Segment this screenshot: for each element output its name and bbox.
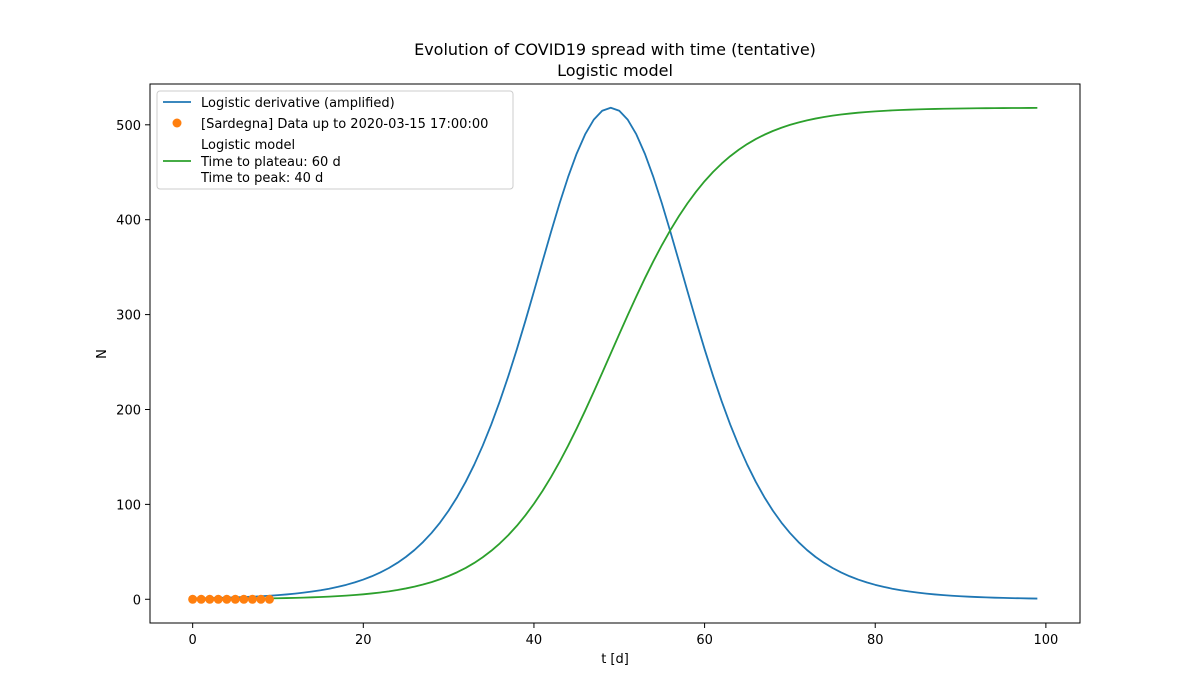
x-tick-label: 40: [526, 633, 543, 648]
x-axis: 0 20 40 60 80 100: [189, 623, 1058, 648]
data-point: [256, 594, 266, 604]
x-tick-label: 100: [1033, 633, 1058, 648]
series-line-logistic: [192, 107, 1038, 600]
legend-box: [156, 90, 514, 190]
legend-label-logistic-line-1: Logistic model: [201, 138, 295, 153]
x-tick-label: 20: [355, 633, 372, 648]
x-tick-label: 60: [696, 633, 713, 648]
legend-label-logistic-line-3: Time to peak: 40 d: [200, 171, 323, 186]
plot-area: [188, 106, 1038, 604]
y-tick-label: 200: [116, 403, 141, 418]
x-axis-label: t [d]: [601, 652, 629, 667]
x-tick-label: 0: [189, 633, 197, 648]
x-tick-label: 80: [867, 633, 884, 648]
y-tick-label: 400: [116, 214, 141, 229]
legend-marker-data: [172, 118, 182, 128]
y-tick-label: 500: [116, 119, 141, 134]
chart-subtitle: Logistic model: [557, 61, 673, 80]
data-point: [230, 594, 240, 604]
data-point: [247, 594, 257, 604]
data-point: [264, 594, 274, 604]
y-tick-label: 100: [116, 498, 141, 513]
legend: Logistic derivative (amplified) [Sardegn…: [156, 90, 514, 190]
legend-label-data: [Sardegna] Data up to 2020-03-15 17:00:0…: [201, 117, 488, 132]
data-point: [222, 594, 232, 604]
legend-label-logistic-line-2: Time to plateau: 60 d: [200, 155, 341, 170]
data-point: [205, 594, 215, 604]
data-point: [188, 594, 198, 604]
y-axis-label: N: [95, 349, 110, 359]
chart-title: Evolution of COVID19 spread with time (t…: [414, 40, 816, 59]
data-point: [196, 594, 206, 604]
plot-frame: [149, 83, 1081, 624]
y-tick-label: 300: [116, 309, 141, 324]
series-line-derivative: [192, 106, 1038, 600]
legend-label-derivative: Logistic derivative (amplified): [201, 96, 395, 111]
y-tick-label: 0: [133, 593, 141, 608]
data-point: [213, 594, 223, 604]
data-point: [239, 594, 249, 604]
y-axis: 0 100 200 300 400 500: [116, 119, 150, 608]
